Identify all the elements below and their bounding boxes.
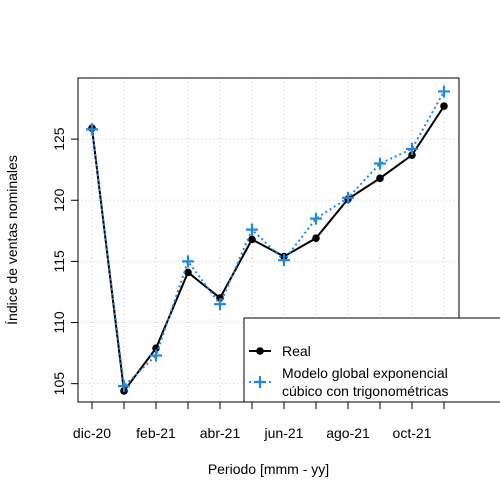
x-tick-label: jun-21 [264,425,304,441]
data-point [440,102,448,110]
legend-marker-real [256,347,264,355]
data-point [438,85,450,98]
legend-label-real: Real [282,343,311,359]
data-point [374,157,386,170]
x-tick-label: abr-21 [200,425,241,441]
data-point [182,255,194,268]
data-point [150,349,162,362]
series-layer [86,85,450,395]
y-tick-label: 120 [51,188,67,212]
y-tick-label: 110 [51,311,67,334]
data-point [376,174,384,183]
data-point [248,235,256,244]
legend-label-modelo-line1: Modelo global exponencial [282,365,448,381]
y-tick-label: 125 [51,127,67,151]
legend-label-modelo-line2: cúbico con trigonométricas [282,383,449,399]
x-tick-label: feb-21 [136,425,176,441]
legend-box [243,317,500,403]
x-axis-label: Periodo [mmm - yy] [208,461,329,477]
data-point [278,254,290,267]
y-axis: 105 110 115 120 125 [51,127,78,395]
legend-marker-modelo [254,376,266,388]
data-point [310,212,322,225]
y-axis-label: Índice de ventas nominales [4,155,20,325]
data-point [184,268,192,277]
data-point [312,234,320,242]
data-point [152,344,160,353]
x-tick-label: dic-20 [73,425,111,441]
y-tick-label: 105 [51,372,67,396]
data-point [406,142,418,155]
data-point [342,191,354,204]
data-point [408,151,416,159]
data-point [246,223,258,236]
y-tick-label: 115 [51,250,67,273]
data-point [86,123,98,136]
data-point [118,380,130,393]
legend: Real Modelo global exponencial cúbico con … [243,317,500,403]
series-modelo [86,85,450,393]
data-point [214,298,226,311]
x-axis: dic-20 feb-21 abr-21 jun-21 ago-21 oct-21 [73,402,445,441]
x-tick-label: oct-21 [393,425,432,441]
x-tick-label: ago-21 [326,425,370,441]
series-line [91,90,445,389]
